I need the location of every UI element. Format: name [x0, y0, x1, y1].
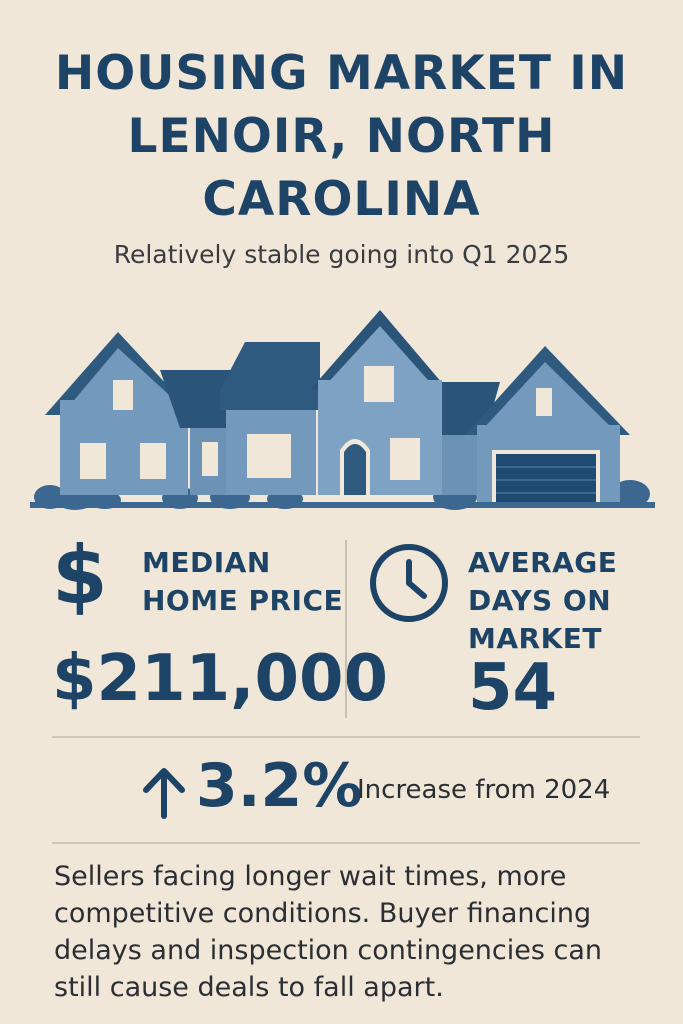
median-price-value: $211,000 — [52, 642, 389, 716]
change-percent: 3.2% — [196, 751, 363, 821]
median-price-label-line1: MEDIAN — [142, 546, 271, 579]
dollar-icon: $ — [52, 529, 108, 622]
days-label-line3: MARKET — [468, 622, 603, 655]
clock-icon — [370, 544, 448, 622]
divider-bottom — [52, 842, 640, 844]
page-title: HOUSING MARKET IN LENOIR, NORTH CAROLINA — [54, 46, 629, 227]
house-illustration — [30, 310, 655, 510]
days-label-line2: DAYS ON — [468, 584, 612, 617]
summary-text: Sellers facing longer wait times, more c… — [54, 861, 603, 1003]
days-label-line1: AVERAGE — [468, 546, 618, 579]
page-subtitle: Relatively stable going into Q1 2025 — [113, 240, 570, 269]
stats-divider — [345, 540, 347, 718]
days-value: 54 — [468, 651, 558, 725]
median-price-label-line2: HOME PRICE — [142, 584, 344, 617]
change-label: Increase from 2024 — [357, 775, 611, 805]
divider-top — [52, 736, 640, 738]
arrow-up-icon — [143, 768, 185, 819]
